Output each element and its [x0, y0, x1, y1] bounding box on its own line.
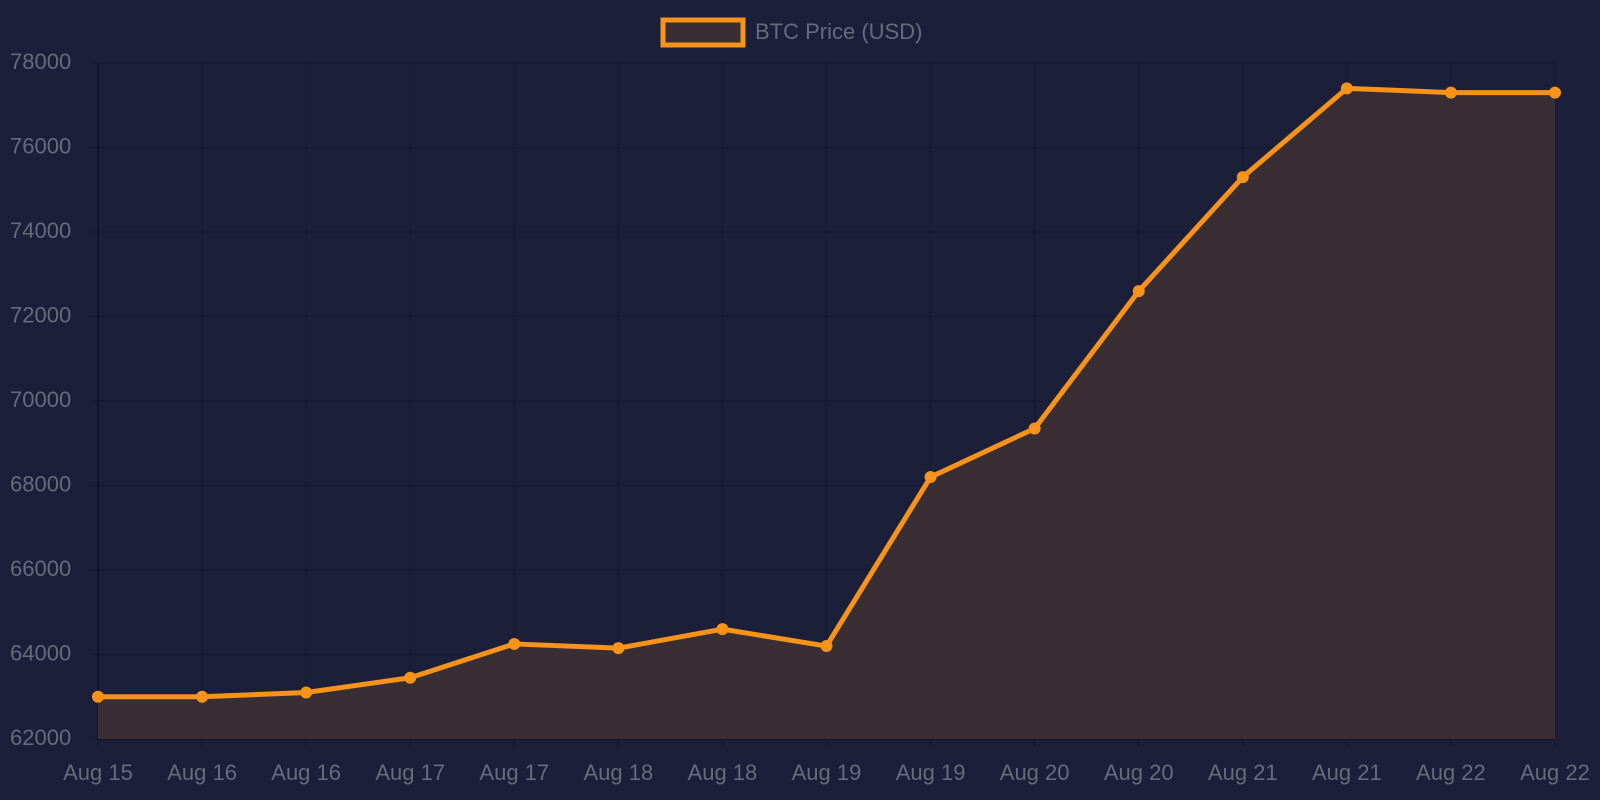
- x-tick-label: Aug 17: [375, 760, 445, 785]
- y-tick-label: 70000: [10, 387, 71, 412]
- y-tick-label: 78000: [10, 49, 71, 74]
- x-tick-label: Aug 18: [583, 760, 653, 785]
- point: [300, 686, 313, 699]
- y-tick-label: 64000: [10, 640, 71, 665]
- point: [820, 640, 833, 653]
- x-tick-label: Aug 17: [479, 760, 549, 785]
- y-tick-label: 74000: [10, 218, 71, 243]
- legend-swatch: [660, 17, 746, 48]
- x-tick-label: Aug 15: [63, 760, 133, 785]
- point: [1444, 86, 1457, 99]
- x-tick-label: Aug 21: [1312, 760, 1382, 785]
- point: [1236, 171, 1249, 184]
- area: [98, 88, 1555, 740]
- point: [1028, 422, 1041, 435]
- x-tick-label: Aug 19: [896, 760, 966, 785]
- point: [1132, 285, 1145, 298]
- y-tick-label: 72000: [10, 302, 71, 327]
- point: [1549, 86, 1561, 99]
- x-tick-label: Aug 22: [1520, 760, 1590, 785]
- x-tick-label: Aug 16: [271, 760, 341, 785]
- point: [1340, 82, 1353, 95]
- point: [924, 471, 937, 484]
- point: [508, 637, 521, 650]
- y-tick-label: 62000: [10, 725, 71, 750]
- x-tick-label: Aug 21: [1208, 760, 1278, 785]
- y-tick-label: 76000: [10, 133, 71, 158]
- point: [196, 690, 209, 703]
- point: [404, 671, 417, 684]
- x-tick-label: Aug 22: [1416, 760, 1486, 785]
- point: [612, 642, 625, 655]
- y-tick-label: 66000: [10, 556, 71, 581]
- x-tick-label: Aug 20: [1000, 760, 1070, 785]
- x-tick-label: Aug 16: [167, 760, 237, 785]
- point: [716, 623, 729, 636]
- legend-label: BTC Price (USD): [755, 19, 922, 44]
- x-tick-label: Aug 18: [688, 760, 758, 785]
- y-tick-label: 68000: [10, 471, 71, 496]
- point: [92, 690, 104, 703]
- x-tick-label: Aug 19: [792, 760, 862, 785]
- x-tick-label: Aug 20: [1104, 760, 1174, 785]
